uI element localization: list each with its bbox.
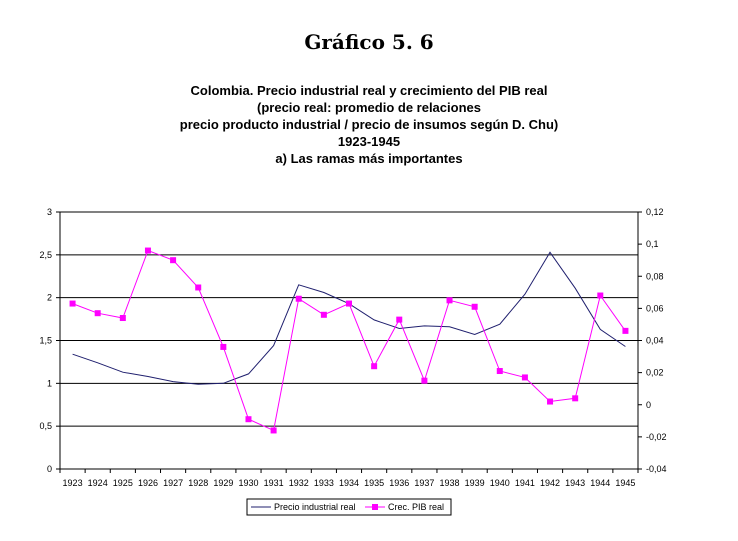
y-right-tick-label: 0,12 <box>646 207 664 217</box>
series-point-2 <box>144 247 151 254</box>
series-point-2 <box>496 368 503 375</box>
series-point-2 <box>396 316 403 323</box>
series-point-2 <box>521 374 528 381</box>
x-tick-label: 1939 <box>465 478 485 488</box>
series-point-2 <box>195 284 202 291</box>
subtitle-line-5: a) Las ramas más importantes <box>275 151 463 166</box>
x-tick-label: 1930 <box>238 478 258 488</box>
series-point-2 <box>572 395 579 402</box>
series-point-2 <box>421 377 428 384</box>
x-tick-label: 1936 <box>389 478 409 488</box>
y-left-tick-label: 0 <box>47 464 52 474</box>
series-point-2 <box>320 311 327 318</box>
series-point-2 <box>119 315 126 322</box>
series-point-2 <box>371 363 378 370</box>
x-tick-label: 1942 <box>540 478 560 488</box>
y-right-tick-label: 0,06 <box>646 303 664 313</box>
y-left-tick-label: 2 <box>47 293 52 303</box>
x-tick-label: 1923 <box>63 478 83 488</box>
x-tick-label: 1938 <box>440 478 460 488</box>
series-point-2 <box>346 300 352 307</box>
series-point-2 <box>270 427 277 434</box>
subtitle-line-3: precio producto industrial / precio de i… <box>179 117 559 132</box>
series-point-2 <box>622 327 629 334</box>
x-tick-label: 1941 <box>515 478 535 488</box>
y-right-tick-label: -0,04 <box>646 464 667 474</box>
x-tick-label: 1934 <box>339 478 359 488</box>
x-tick-label: 1933 <box>314 478 334 488</box>
series-point-2 <box>295 295 302 302</box>
y-right-tick-label: 0,04 <box>646 336 664 346</box>
series-point-2 <box>446 297 453 304</box>
x-tick-label: 1937 <box>414 478 434 488</box>
x-tick-label: 1928 <box>188 478 208 488</box>
legend-box <box>246 498 452 516</box>
subtitle-line-1: Colombia. Precio industrial real y creci… <box>190 83 548 98</box>
subtitle-line-2: (precio real: promedio de relaciones <box>257 100 481 115</box>
series-point-2 <box>245 416 252 423</box>
legend-marker-2 <box>372 504 378 510</box>
series-point-2 <box>69 300 76 307</box>
y-right-tick-label: 0,02 <box>646 368 664 378</box>
y-left-tick-label: 3 <box>47 207 52 217</box>
legend-label-1: Precio industrial real <box>274 502 356 512</box>
x-tick-label: 1935 <box>364 478 384 488</box>
y-right-tick-label: -0,02 <box>646 432 667 442</box>
x-tick-label: 1945 <box>615 478 635 488</box>
series-point-2 <box>471 303 478 310</box>
series-point-2 <box>94 310 101 317</box>
x-tick-label: 1940 <box>490 478 510 488</box>
y-right-tick-label: 0,1 <box>646 239 659 249</box>
y-right-tick-label: 0,08 <box>646 271 664 281</box>
x-tick-label: 1925 <box>113 478 133 488</box>
x-tick-label: 1932 <box>289 478 309 488</box>
series-point-2 <box>170 257 177 264</box>
y-left-tick-label: 1 <box>47 378 52 388</box>
series-point-2 <box>220 343 227 350</box>
series-point-2 <box>547 398 554 405</box>
y-left-tick-label: 2,5 <box>39 250 52 260</box>
series-point-2 <box>597 292 604 299</box>
figure-title: Gráfico 5. 6 <box>304 30 434 54</box>
y-left-tick-label: 1,5 <box>39 336 52 346</box>
x-tick-label: 1927 <box>163 478 183 488</box>
x-tick-label: 1943 <box>565 478 585 488</box>
y-right-tick-label: 0 <box>646 400 651 410</box>
x-tick-label: 1944 <box>590 478 610 488</box>
x-tick-label: 1929 <box>213 478 233 488</box>
legend-label-2: Crec. PIB real <box>388 502 444 512</box>
x-tick-label: 1926 <box>138 478 158 488</box>
subtitle-line-4: 1923-1945 <box>337 134 401 149</box>
x-tick-label: 1924 <box>88 478 108 488</box>
y-left-tick-label: 0,5 <box>39 421 52 431</box>
x-tick-label: 1931 <box>264 478 284 488</box>
